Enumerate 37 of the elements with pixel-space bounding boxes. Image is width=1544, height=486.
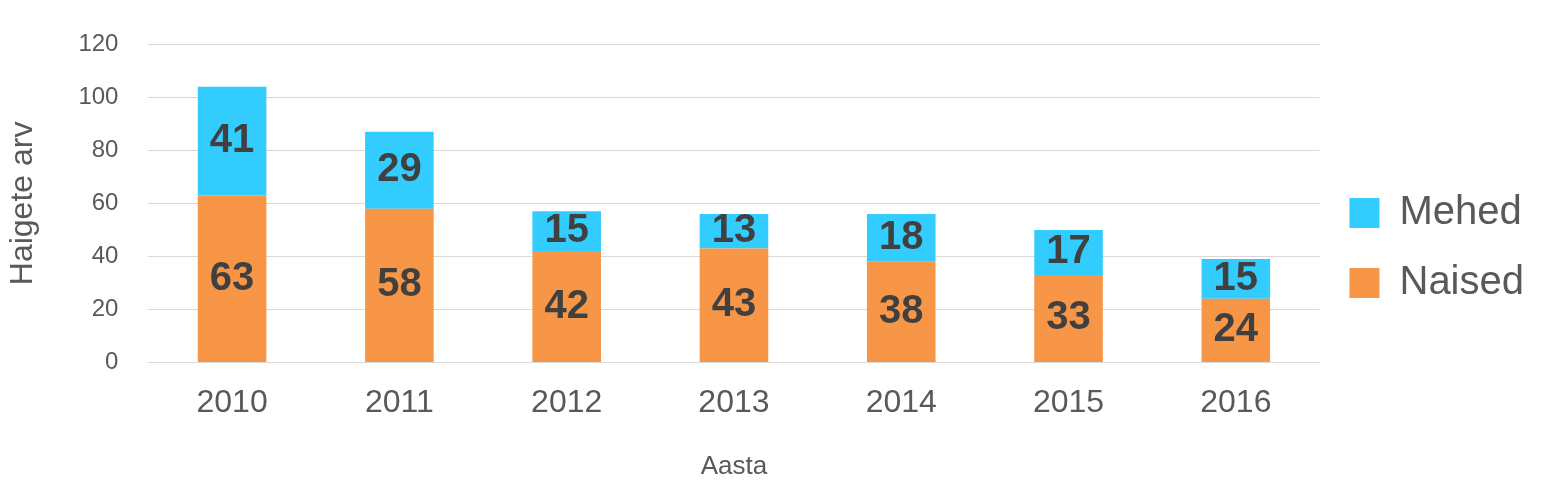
data-label: 38 [879,286,924,331]
x-tick-label: 2015 [1032,383,1105,420]
data-label: 41 [209,116,255,161]
data-label: 13 [711,206,757,251]
data-label: 58 [377,260,422,305]
bar [699,248,769,362]
x-axis-title: Aasta [700,449,768,480]
x-tick-label: 2016 [1200,383,1272,420]
y-tick-label: 40 [91,241,119,269]
data-label: 17 [1046,227,1091,272]
data-label: 18 [879,212,924,257]
data-label: 24 [1213,305,1259,350]
y-tick-label: 20 [91,294,119,322]
y-axis-title: Haigete arv [3,121,40,286]
y-tick-label: 100 [78,82,119,110]
x-tick-label: 2012 [531,383,603,420]
data-label: 29 [377,145,422,190]
x-tick-label: 2014 [865,383,937,420]
bar [532,251,601,362]
data-label: 15 [544,206,589,251]
legend-label: Naised [1399,258,1524,303]
legend-label: Mehed [1399,188,1522,233]
y-tick-label: 80 [91,135,119,163]
data-label: 42 [544,281,589,326]
data-label: 33 [1046,293,1091,338]
bar [197,86,267,196]
bar [197,195,267,362]
y-tick-label: 60 [91,188,119,216]
data-label: 15 [1213,253,1259,298]
x-tick-label: 2013 [698,383,770,420]
data-label: 43 [711,280,757,325]
bar [365,208,434,362]
x-tick-label: 2010 [196,383,268,420]
y-tick-label: 0 [105,347,119,375]
x-tick-label: 2011 [364,383,434,420]
data-label: 63 [209,253,255,298]
y-tick-label: 120 [78,29,119,57]
